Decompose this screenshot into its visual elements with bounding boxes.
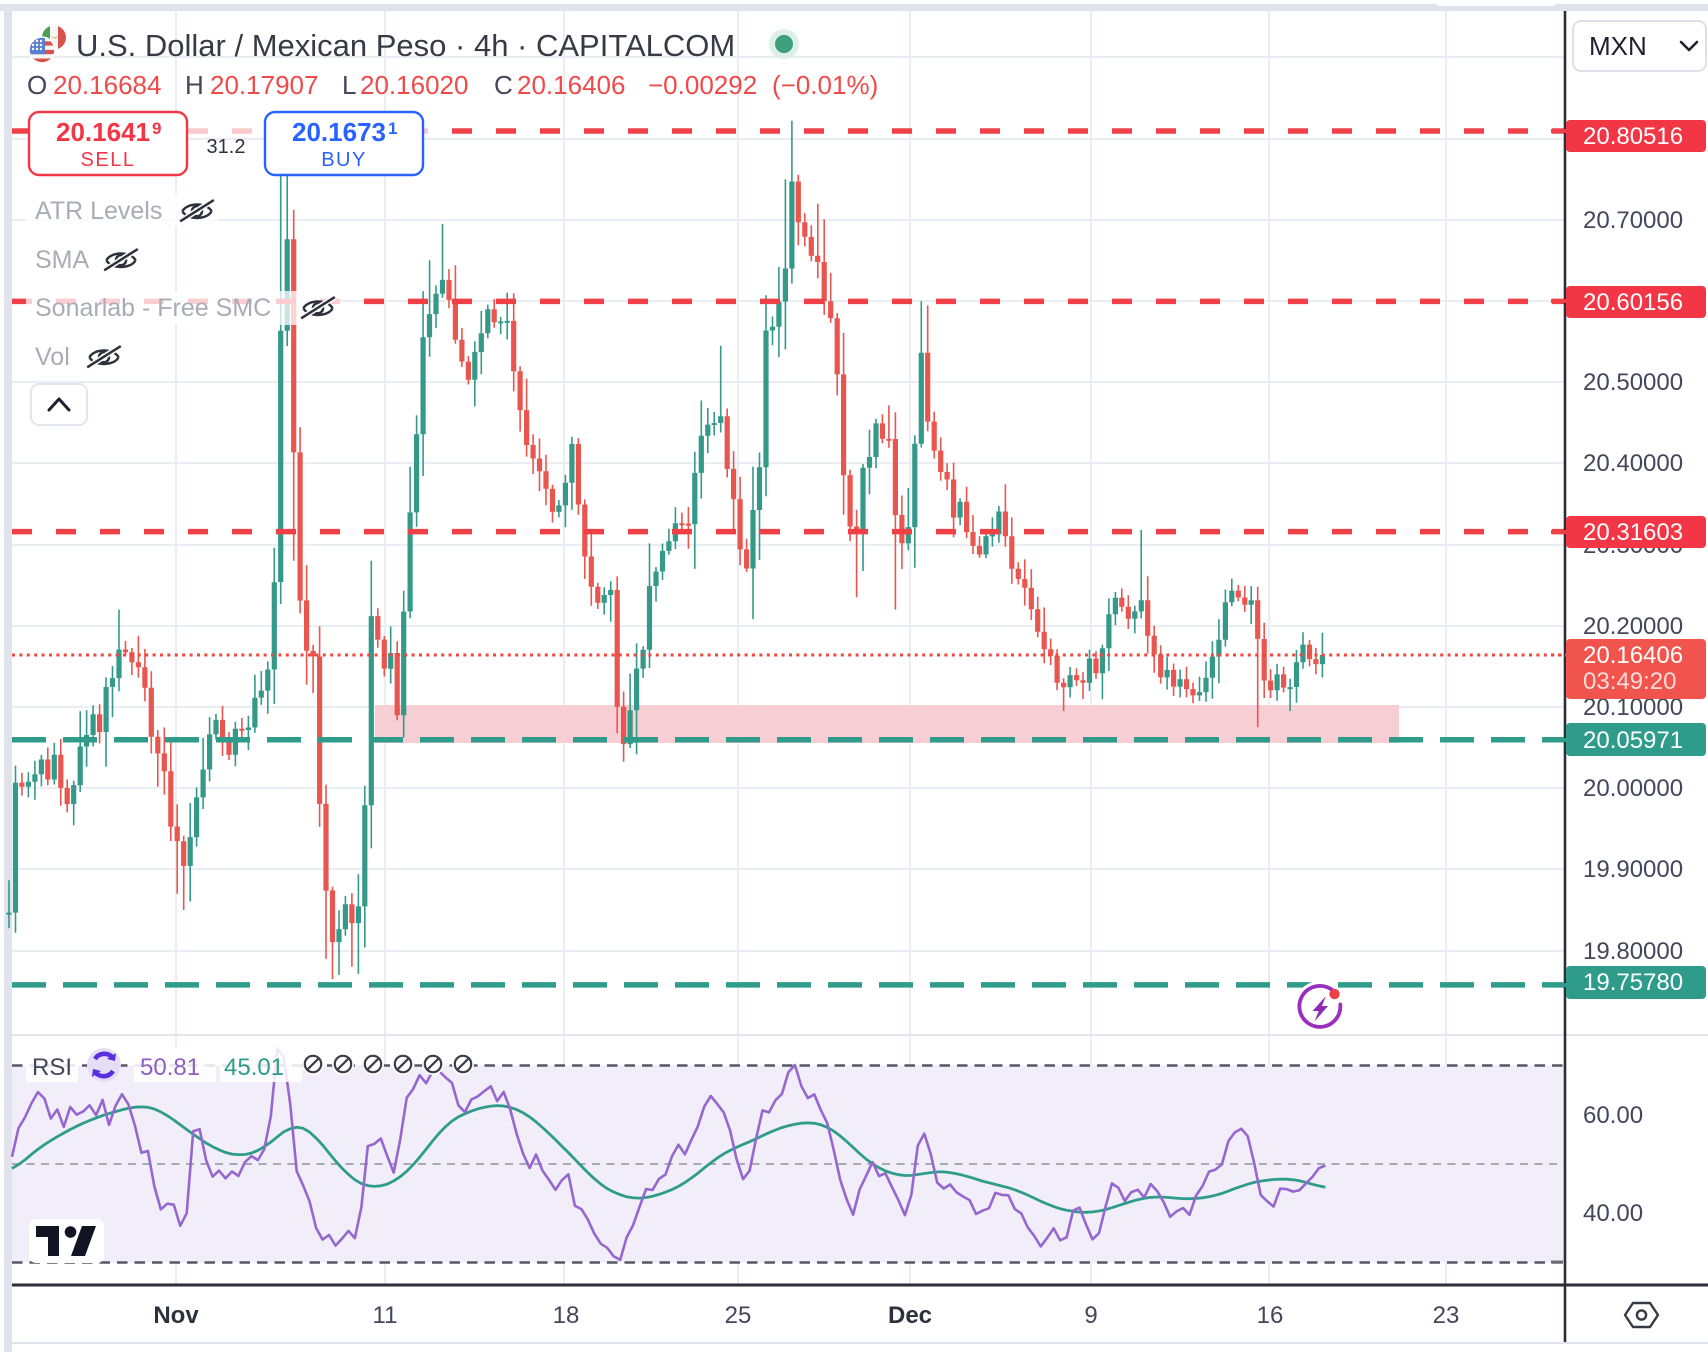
svg-text:(−0.01%): (−0.01%): [772, 70, 878, 100]
svg-text:19.90000: 19.90000: [1583, 856, 1683, 883]
svg-text:20.80516: 20.80516: [1583, 123, 1683, 150]
svg-text:BUY: BUY: [321, 149, 367, 171]
svg-text:60.00: 60.00: [1583, 1102, 1643, 1129]
svg-text:Nov: Nov: [153, 1302, 199, 1329]
svg-text:50.81: 50.81: [140, 1054, 200, 1081]
svg-text:40.00: 40.00: [1583, 1200, 1643, 1227]
svg-text:20.16406: 20.16406: [1583, 642, 1683, 669]
svg-text:25: 25: [725, 1302, 752, 1329]
svg-text:20.16684: 20.16684: [53, 70, 161, 100]
svg-text:20.1673: 20.1673: [292, 117, 386, 147]
svg-text:20.40000: 20.40000: [1583, 450, 1683, 477]
svg-text:23: 23: [1433, 1302, 1460, 1329]
svg-text:20.60156: 20.60156: [1583, 289, 1683, 316]
svg-text:9: 9: [1084, 1302, 1097, 1329]
svg-text:19.75780: 19.75780: [1583, 969, 1683, 996]
svg-text:9: 9: [152, 119, 161, 138]
svg-text:SMA: SMA: [35, 246, 90, 274]
svg-text:20.05971: 20.05971: [1583, 727, 1683, 754]
svg-text:20.50000: 20.50000: [1583, 369, 1683, 396]
svg-text:O: O: [27, 70, 47, 100]
svg-text:MXN: MXN: [1589, 31, 1647, 61]
svg-text:U.S. Dollar / Mexican Peso · 4: U.S. Dollar / Mexican Peso · 4h · CAPITA…: [76, 28, 735, 63]
svg-text:18: 18: [553, 1302, 580, 1329]
svg-text:C: C: [494, 70, 513, 100]
svg-text:RSI: RSI: [32, 1054, 72, 1081]
svg-text:−0.00292: −0.00292: [648, 70, 757, 100]
svg-text:L: L: [342, 70, 356, 100]
svg-text:03:49:20: 03:49:20: [1583, 668, 1676, 695]
svg-text:H: H: [185, 70, 204, 100]
svg-text:45.01: 45.01: [224, 1054, 284, 1081]
svg-text:Dec: Dec: [888, 1302, 932, 1329]
svg-text:20.16406: 20.16406: [517, 70, 625, 100]
svg-text:ATR Levels: ATR Levels: [35, 197, 162, 225]
svg-text:20.16020: 20.16020: [360, 70, 468, 100]
svg-text:20.31603: 20.31603: [1583, 519, 1683, 546]
svg-text:20.17907: 20.17907: [210, 70, 318, 100]
svg-text:11: 11: [373, 1302, 398, 1329]
svg-text:SELL: SELL: [81, 149, 136, 171]
svg-text:20.20000: 20.20000: [1583, 613, 1683, 640]
svg-text:19.80000: 19.80000: [1583, 938, 1683, 965]
svg-text:20.1641: 20.1641: [56, 117, 150, 147]
svg-text:20.00000: 20.00000: [1583, 775, 1683, 802]
svg-text:16: 16: [1257, 1302, 1284, 1329]
svg-text:Sonarlab - Free SMC: Sonarlab - Free SMC: [35, 294, 271, 322]
svg-text:1: 1: [388, 119, 397, 138]
svg-text:20.70000: 20.70000: [1583, 207, 1683, 234]
svg-text:Vol: Vol: [35, 343, 70, 371]
svg-text:31.2: 31.2: [207, 136, 246, 158]
